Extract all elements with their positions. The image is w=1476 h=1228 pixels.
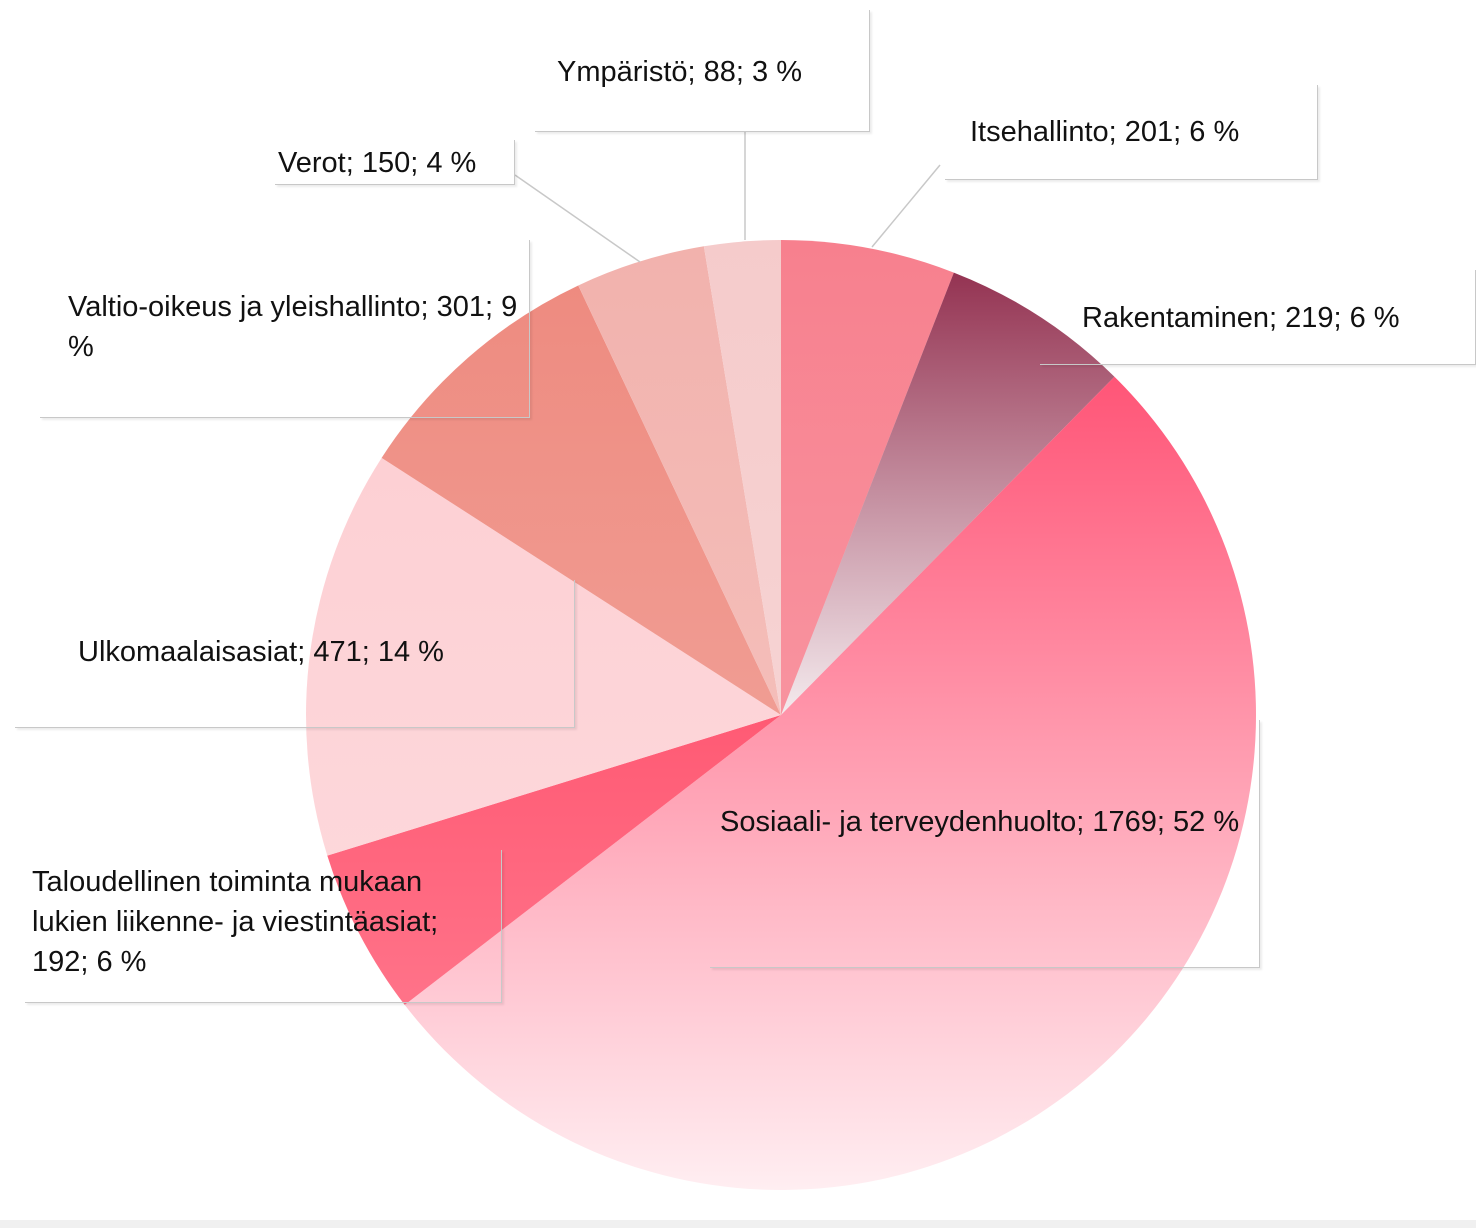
label-box [40, 240, 530, 418]
label-box [535, 10, 870, 132]
pie-slice [781, 272, 1115, 715]
data-label: Itsehallinto; 201; 6 % [970, 116, 1240, 148]
label-box [25, 850, 502, 1003]
data-label: Verot; 150; 4 % [278, 147, 477, 179]
label-box [945, 85, 1318, 180]
pie-slice [578, 246, 781, 716]
label-box [710, 720, 1260, 968]
data-label: Taloudellinen toiminta mukaan lukien lii… [32, 866, 439, 978]
bottom-strip [0, 1220, 1476, 1228]
label-box [15, 580, 575, 728]
label-box [275, 140, 515, 185]
data-label: Sosiaali- ja terveydenhuolto; 1769; 52 % [720, 806, 1240, 838]
data-label: Ympäristö; 88; 3 % [557, 56, 802, 88]
pie-slice [327, 715, 781, 1005]
pie-slice [306, 457, 781, 856]
data-label: Valtio-oikeus ja yleishallinto; 301; 9 % [68, 291, 518, 363]
data-label: Ulkomaalaisasiat; 471; 14 % [78, 636, 444, 668]
pie-slice [703, 240, 781, 715]
leader-line [514, 174, 641, 263]
leader-line [871, 164, 941, 248]
data-label: Rakentaminen; 219; 6 % [1082, 302, 1400, 334]
pie-slice [381, 285, 781, 715]
pie-slice [781, 240, 954, 715]
pie-slice [404, 376, 1257, 1191]
